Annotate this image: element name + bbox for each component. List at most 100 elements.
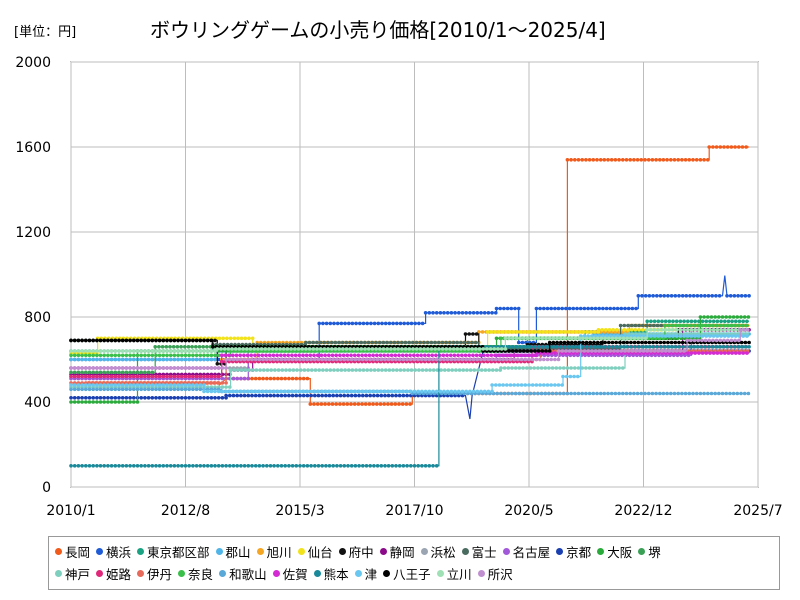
data-point (150, 370, 155, 375)
data-point (464, 357, 469, 362)
data-point (714, 338, 719, 343)
data-point (113, 464, 118, 468)
data-point (544, 336, 548, 341)
data-point (658, 345, 663, 349)
data-point (443, 368, 447, 372)
data-point (249, 353, 253, 358)
data-point (84, 383, 88, 387)
data-point (625, 340, 629, 345)
data-point (414, 340, 419, 345)
data-point (91, 374, 95, 379)
data-point (165, 387, 169, 392)
data-point (467, 353, 472, 358)
data-point (725, 294, 729, 298)
data-point (176, 353, 180, 358)
data-point (353, 357, 358, 362)
legend-marker (383, 569, 391, 577)
data-point (154, 387, 158, 392)
data-point (494, 383, 498, 387)
data-point (87, 370, 92, 375)
data-point (368, 393, 373, 398)
data-point (109, 349, 114, 353)
data-point (256, 353, 261, 358)
data-point (453, 357, 457, 362)
data-point (150, 357, 155, 362)
data-point (438, 357, 443, 362)
data-point (743, 294, 748, 298)
data-point (383, 321, 388, 326)
data-point (702, 158, 706, 162)
data-point (157, 464, 162, 468)
data-point (320, 357, 325, 362)
data-point (109, 357, 114, 362)
data-point (346, 389, 350, 394)
data-point (732, 345, 737, 349)
data-point (135, 370, 140, 375)
data-point (76, 374, 81, 379)
data-point (247, 368, 251, 372)
data-point (615, 349, 620, 353)
data-point (709, 391, 714, 396)
data-point (626, 349, 631, 353)
legend-marker (379, 547, 387, 555)
data-point (224, 464, 228, 468)
data-point (91, 338, 95, 343)
data-point (474, 340, 478, 345)
data-point (610, 340, 615, 345)
data-point (106, 464, 110, 468)
data-point (352, 353, 357, 358)
data-point (343, 368, 347, 372)
data-point (209, 464, 214, 468)
data-point (448, 347, 452, 351)
data-point (689, 351, 694, 355)
data-point (341, 402, 346, 406)
data-point (431, 357, 435, 362)
data-point (632, 158, 636, 162)
data-point (607, 328, 612, 332)
data-point (465, 368, 469, 372)
data-point (176, 464, 180, 468)
data-point (375, 402, 379, 406)
data-point (232, 336, 237, 341)
x-tick-label: 2017/10 (385, 503, 443, 519)
data-point (669, 294, 674, 298)
data-point (87, 400, 92, 404)
data-point (261, 389, 265, 394)
data-point (339, 368, 344, 372)
data-point (146, 366, 151, 370)
data-point (401, 393, 406, 398)
data-point (72, 396, 77, 400)
data-point (460, 353, 464, 358)
series-所沢 (69, 328, 750, 370)
data-point (401, 357, 406, 362)
data-point (428, 368, 432, 372)
data-point (80, 338, 84, 343)
data-point (250, 357, 254, 362)
data-point (652, 323, 656, 328)
data-point (704, 334, 709, 338)
data-point (523, 383, 528, 387)
data-point (599, 336, 604, 341)
data-point (710, 345, 714, 349)
data-point (375, 357, 380, 362)
data-point (143, 349, 147, 353)
data-point (552, 330, 556, 334)
data-point (405, 393, 409, 398)
data-point (598, 366, 603, 370)
data-point (150, 383, 155, 387)
data-point (219, 353, 224, 358)
data-point (474, 353, 479, 358)
data-point (294, 393, 299, 398)
data-point (150, 349, 155, 353)
data-point (479, 389, 483, 394)
data-point (520, 340, 525, 345)
data-point (106, 400, 110, 404)
data-point (276, 368, 281, 372)
data-point (685, 338, 689, 343)
y-tick-label: 2000 (15, 55, 51, 71)
data-point (725, 338, 730, 343)
data-point (228, 385, 232, 389)
data-point (161, 387, 166, 392)
data-point (665, 391, 669, 396)
data-point (176, 338, 180, 343)
